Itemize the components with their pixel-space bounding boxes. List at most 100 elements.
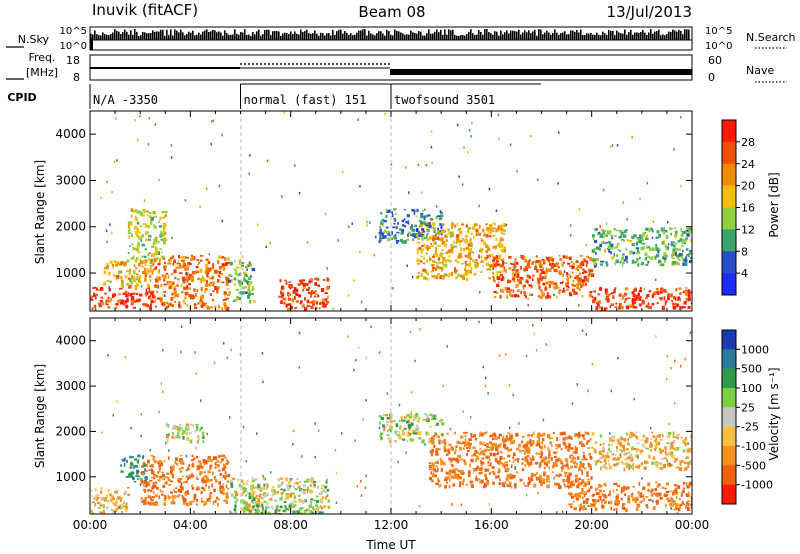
heatmap-cell [672,253,675,256]
heatmap-cell [312,506,315,510]
heatmap-cell [164,301,167,304]
heatmap-cell [658,234,661,238]
heatmap-cell [586,442,589,445]
heatmap-cell [152,484,155,487]
heatmap-cell [149,264,154,267]
noise-bar [628,32,630,40]
heatmap-cell [157,284,160,289]
heatmap-cell [497,225,501,229]
heatmap-cell [154,284,157,288]
heatmap-cell [130,461,133,464]
heatmap-cell [510,439,513,443]
heatmap-cell [594,507,598,512]
heatmap-cell [186,284,189,289]
heatmap-speckle [467,151,469,154]
heatmap-speckle [457,475,460,478]
heatmap-cell [587,278,589,282]
noise-bar [198,32,200,40]
heatmap-cell [675,490,678,494]
heatmap-cell [688,252,692,255]
heatmap-cell [557,261,559,265]
heatmap-cell [494,257,498,261]
heatmap-cell [446,432,449,435]
heatmap-cell [248,283,251,287]
heatmap-speckle [579,461,582,464]
heatmap-cell [598,495,602,499]
heatmap-cell [295,293,299,296]
heatmap-cell [382,424,385,428]
heatmap-cell [200,490,203,494]
heatmap-cell [468,438,472,441]
heatmap-cell [436,232,440,234]
heatmap-cell [541,293,544,297]
heatmap-cell [673,508,676,511]
heatmap-cell [640,462,643,466]
noise-bar [260,35,262,40]
heatmap-cell [668,447,671,450]
heatmap-cell [310,500,312,505]
heatmap-cell [445,481,449,484]
heatmap-cell [539,260,542,264]
heatmap-cell [498,263,501,266]
heatmap-cell [125,476,129,478]
heatmap-cell [582,485,585,487]
heatmap-cell [195,455,199,459]
heatmap-cell [448,448,450,452]
heatmap-cell [578,441,582,445]
heatmap-cell [144,277,147,282]
heatmap-cell [261,493,264,496]
heatmap-cell [687,461,690,465]
heatmap-cell [664,300,668,304]
heatmap-cell [495,255,499,258]
heatmap-cell [663,493,667,497]
heatmap-cell [448,275,451,278]
heatmap-cell [115,508,118,512]
heatmap-cell [280,292,285,295]
heatmap-cell [506,446,509,450]
heatmap-speckle [335,471,338,475]
noise-bar [272,31,274,40]
heatmap-cell [426,277,429,281]
heatmap-cell [583,493,586,498]
heatmap-cell [312,481,317,483]
colorbar-tick-label: 28 [741,136,755,149]
heatmap-cell [583,258,586,262]
noise-bar [334,34,336,40]
heatmap-cell [99,300,103,303]
heatmap-cell [540,483,543,486]
heatmap-cell [584,278,588,282]
cpid-segment-label: normal (fast) 151 [244,93,367,107]
heatmap-cell [121,458,125,461]
heatmap-cell [295,288,299,293]
heatmap-cell [288,481,291,485]
heatmap-cell [194,306,198,309]
heatmap-cell [570,481,574,485]
heatmap-speckle [395,208,397,211]
heatmap-cell [627,495,630,498]
heatmap-cell [532,440,535,443]
heatmap-cell [454,475,457,479]
heatmap-cell [553,293,555,297]
heatmap-speckle [653,492,655,495]
noise-bar [462,34,464,40]
heatmap-cell [486,226,489,231]
noise-bar [568,34,570,40]
heatmap-cell [261,504,264,508]
heatmap-cell [650,441,653,446]
heatmap-cell [638,449,642,452]
heatmap-speckle [224,294,226,297]
heatmap-cell [158,470,161,473]
heatmap-cell [241,261,245,264]
heatmap-cell [569,265,572,268]
heatmap-cell [460,458,464,461]
heatmap-cell [624,293,628,296]
heatmap-cell [494,222,497,226]
heatmap-cell [458,442,461,445]
heatmap-cell [524,443,528,446]
heatmap-cell [149,307,153,311]
noise-bar [326,33,328,40]
heatmap-cell [446,453,449,456]
heatmap-cell [191,294,195,297]
noise-bar [394,29,396,40]
heatmap-cell [160,284,163,288]
